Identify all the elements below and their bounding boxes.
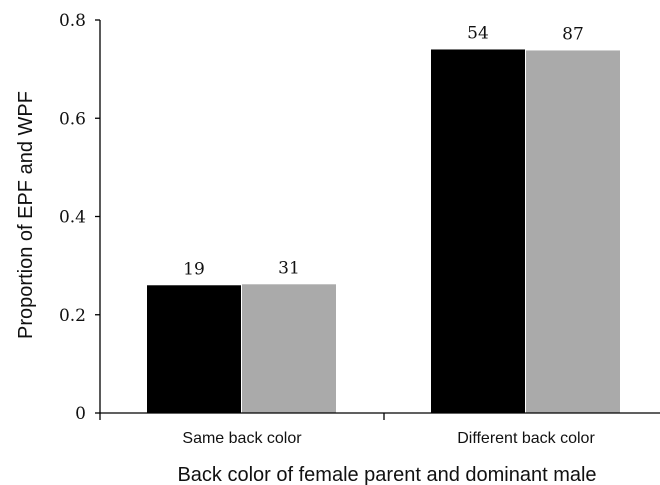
bar — [242, 284, 336, 413]
x-category-label: Different back color — [457, 430, 595, 447]
y-tick-label: 0 — [75, 404, 86, 424]
bar-data-label: 31 — [278, 258, 300, 278]
bar-data-label: 87 — [562, 24, 584, 44]
y-tick-label: 0.2 — [59, 306, 86, 326]
bar-data-label: 19 — [183, 259, 205, 279]
y-tick-label: 0.4 — [59, 208, 86, 228]
bar — [147, 285, 241, 413]
x-ticks-group: Same back color Different back color — [99, 413, 595, 447]
bar — [526, 50, 620, 414]
x-axis-title: Back color of female parent and dominant… — [177, 464, 596, 485]
y-ticks-group: 0 0.2 0.4 0.6 0.8 — [59, 11, 100, 424]
y-tick-label: 0.6 — [59, 109, 86, 129]
y-axis-title: Proportion of EPF and WPF — [15, 91, 37, 339]
bar — [431, 49, 525, 413]
y-tick-label: 0.8 — [59, 11, 86, 31]
bars-group — [147, 49, 620, 414]
bar-labels-group: 19 31 54 87 — [183, 23, 584, 279]
x-category-label: Same back color — [182, 430, 302, 447]
bar-data-label: 54 — [467, 23, 489, 43]
